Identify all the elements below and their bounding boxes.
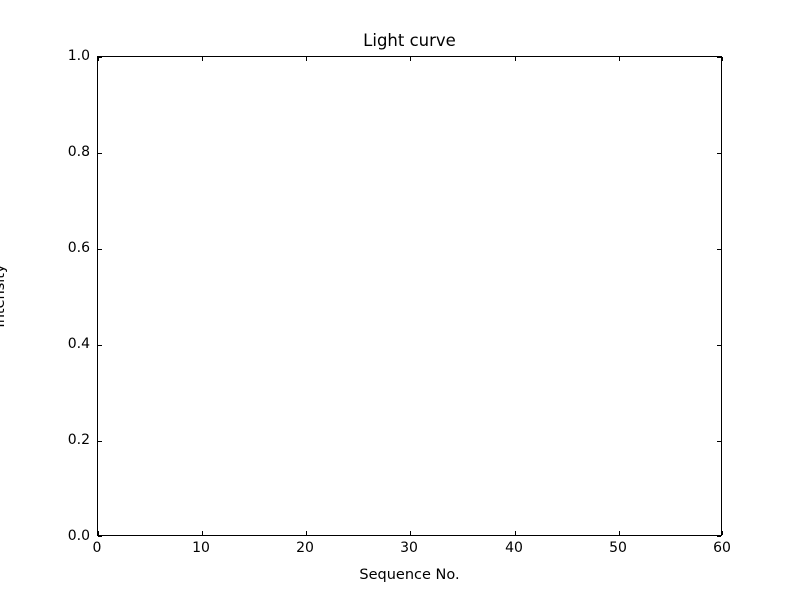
xticklabel-60: 60 bbox=[713, 540, 731, 556]
tick-x-bottom-50 bbox=[619, 531, 620, 535]
tick-x-top-10 bbox=[202, 57, 203, 61]
xticklabel-30: 30 bbox=[400, 540, 418, 556]
x-axis-label: Sequence No. bbox=[359, 567, 460, 583]
tick-y-right-0.8 bbox=[717, 153, 721, 154]
yticklabel-0.2: 0.2 bbox=[67, 432, 90, 448]
tick-y-left-0.4 bbox=[98, 345, 102, 346]
tick-x-top-60 bbox=[722, 57, 723, 61]
tick-x-bottom-0 bbox=[98, 531, 99, 535]
xticklabel-0: 0 bbox=[92, 540, 102, 556]
tick-x-top-50 bbox=[619, 57, 620, 61]
yticklabel-0.6: 0.6 bbox=[67, 240, 90, 256]
xticklabel-40: 40 bbox=[505, 540, 523, 556]
tick-x-bottom-30 bbox=[410, 531, 411, 535]
yticklabel-0.0: 0.0 bbox=[67, 528, 90, 544]
plot-axes-frame bbox=[97, 56, 723, 537]
tick-x-top-40 bbox=[515, 57, 516, 61]
tick-y-right-0.6 bbox=[717, 249, 721, 250]
tick-x-top-20 bbox=[306, 57, 307, 61]
yticklabel-0.4: 0.4 bbox=[67, 336, 90, 352]
tick-y-right-0.4 bbox=[717, 345, 721, 346]
y-axis-label: Intensity bbox=[0, 264, 8, 328]
tick-y-left-0.2 bbox=[98, 441, 102, 442]
chart-title: Light curve bbox=[363, 31, 456, 50]
tick-x-bottom-60 bbox=[722, 531, 723, 535]
tick-y-right-1.0 bbox=[717, 57, 721, 58]
tick-y-left-0.8 bbox=[98, 153, 102, 154]
tick-y-right-0.2 bbox=[717, 441, 721, 442]
tick-x-bottom-40 bbox=[515, 531, 516, 535]
tick-x-bottom-10 bbox=[202, 531, 203, 535]
xticklabel-50: 50 bbox=[609, 540, 627, 556]
tick-y-left-0.6 bbox=[98, 249, 102, 250]
yticklabel-0.8: 0.8 bbox=[67, 144, 90, 160]
tick-x-top-30 bbox=[410, 57, 411, 61]
xticklabel-20: 20 bbox=[296, 540, 314, 556]
yticklabel-1.0: 1.0 bbox=[67, 48, 90, 64]
xticklabel-10: 10 bbox=[192, 540, 210, 556]
tick-y-left-1.0 bbox=[98, 57, 102, 58]
tick-y-right-0.0 bbox=[717, 536, 721, 537]
plot-data-area bbox=[98, 57, 721, 535]
tick-y-left-0.0 bbox=[98, 536, 102, 537]
tick-x-bottom-20 bbox=[306, 531, 307, 535]
tick-x-top-0 bbox=[98, 57, 99, 61]
